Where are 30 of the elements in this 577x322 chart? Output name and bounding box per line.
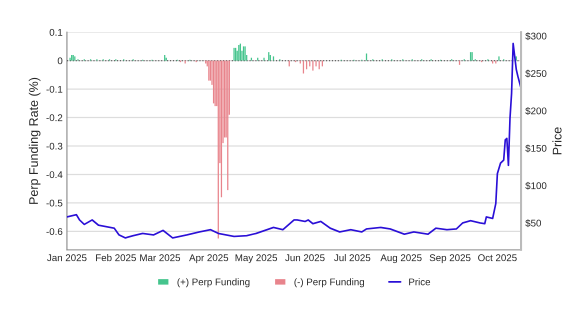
x-tick-label: Aug 2025 xyxy=(380,254,422,264)
legend-label: Price xyxy=(409,278,430,286)
y2-axis-title: Price xyxy=(552,127,562,154)
x-tick-label: Mar 2025 xyxy=(140,254,180,262)
y-tick-label: -0.5 xyxy=(46,200,62,207)
y-tick-label: -0.4 xyxy=(46,171,62,178)
x-tick-label: Jun 2025 xyxy=(285,254,325,262)
y2-tick-label: $200 xyxy=(525,107,546,115)
x-tick-label: Sep 2025 xyxy=(430,254,470,264)
x-tick-label: Feb 2025 xyxy=(96,254,136,262)
y-tick-label: 0 xyxy=(58,57,62,64)
y-tick-label: -0.1 xyxy=(46,86,62,93)
y2-tick-label: $100 xyxy=(525,182,546,190)
y2-tick-label: $150 xyxy=(525,144,546,152)
y-axis-title: Perp Funding Rate (%) xyxy=(28,78,40,204)
y-tick-label: -0.6 xyxy=(46,228,62,235)
x-tick-label: Oct 2025 xyxy=(478,254,517,262)
x-tick-label: Jan 2025 xyxy=(47,254,87,262)
y-tick-label: -0.2 xyxy=(46,114,62,122)
y-tick-label: 0.1 xyxy=(50,28,62,36)
x-tick-label: Jul 2025 xyxy=(334,254,370,262)
y2-tick-label: $250 xyxy=(525,70,546,78)
y-tick-label: -0.3 xyxy=(46,142,62,150)
legend-label: (-) Perp Funding xyxy=(294,278,364,288)
x-tick-label: Apr 2025 xyxy=(189,254,228,264)
y2-tick-label: $300 xyxy=(525,32,546,40)
y2-tick-label: $50 xyxy=(525,219,542,228)
x-tick-label: May 2025 xyxy=(236,254,278,264)
line-series xyxy=(66,42,522,239)
legend-label: (+) Perp Funding xyxy=(177,278,250,288)
